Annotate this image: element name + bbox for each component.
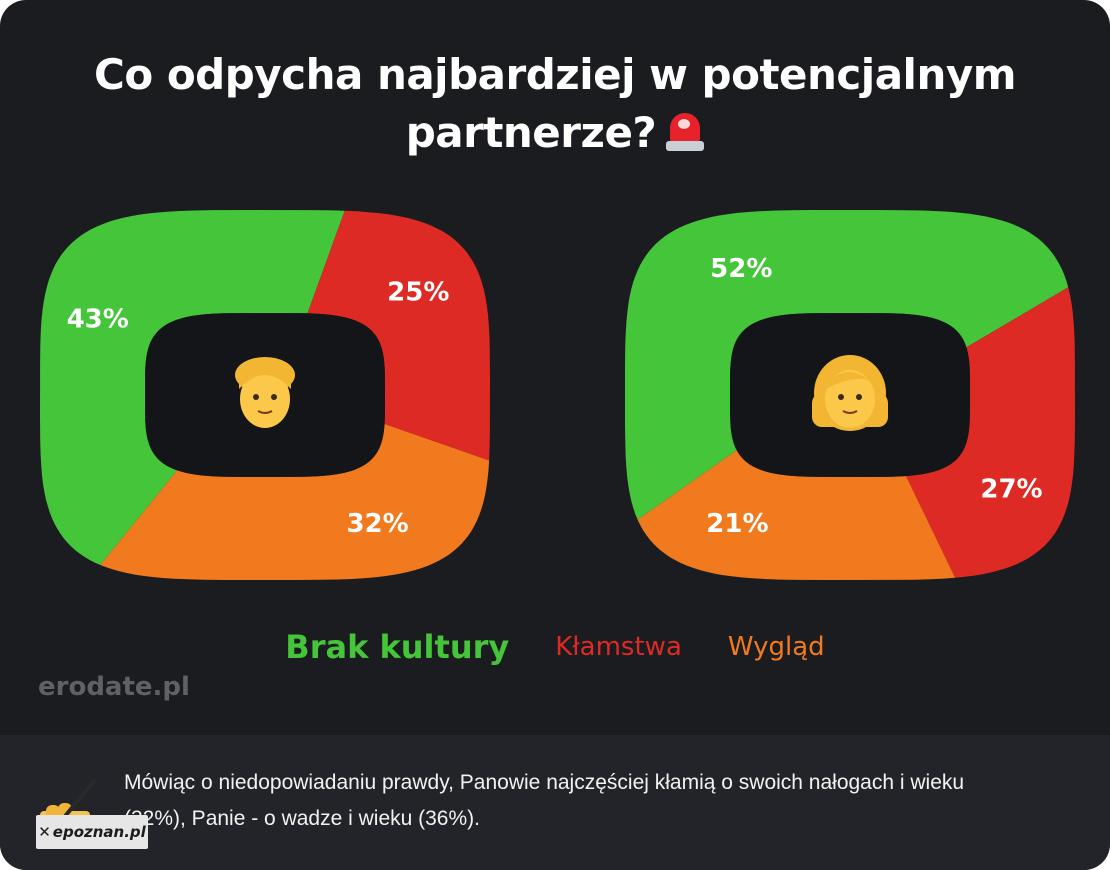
legend-item-klamstwa: Kłamstwa — [555, 632, 682, 662]
footnote-text: Mówiąc o niedopowiadaniu prawdy, Panowie… — [124, 771, 965, 830]
donut-label-women-2: 21% — [706, 509, 768, 539]
legend-item-wyglad: Wygląd — [727, 632, 825, 662]
donut-segment-men-1 — [307, 210, 490, 461]
donut-label-men-1: 25% — [387, 278, 449, 308]
page-title: Co odpycha najbardziej w potencjalnym pa… — [40, 46, 1070, 162]
source-label: epoznan.pl — [52, 823, 146, 841]
source-badge: ✕ epoznan.pl — [36, 815, 148, 849]
donut-segment-women-2 — [637, 450, 956, 580]
donut-charts: 43% 25% 32% 52% 27% 21% — [40, 210, 1075, 580]
donut-label-women-1: 27% — [980, 475, 1042, 505]
chart-legend: Brak kultury Kłamstwa Wygląd — [0, 622, 1110, 672]
source-logo-icon: ✕ — [38, 823, 51, 841]
man-emoji — [235, 357, 295, 428]
brand-watermark: erodate.pl — [38, 672, 190, 702]
donut-segment-men-2 — [100, 424, 490, 580]
siren-icon — [666, 111, 705, 151]
title-line-2: partnerze? — [40, 104, 1070, 162]
donut-segment-women-0 — [625, 210, 1069, 520]
donut-segment-men-0 — [40, 210, 345, 565]
title-line-2-text: partnerze? — [405, 108, 657, 157]
donut-segment-women-1 — [906, 287, 1075, 578]
donut-label-men-2: 32% — [346, 509, 408, 539]
title-line-1: Co odpycha najbardziej w potencjalnym — [94, 50, 1016, 99]
footnote-panel: Mówiąc o niedopowiadaniu prawdy, Panowie… — [0, 735, 1110, 870]
donut-label-men-0: 43% — [67, 304, 129, 334]
donut-label-women-0: 52% — [710, 254, 772, 284]
legend-item-brak-kultury: Brak kultury — [285, 628, 510, 666]
woman-emoji — [812, 355, 888, 431]
